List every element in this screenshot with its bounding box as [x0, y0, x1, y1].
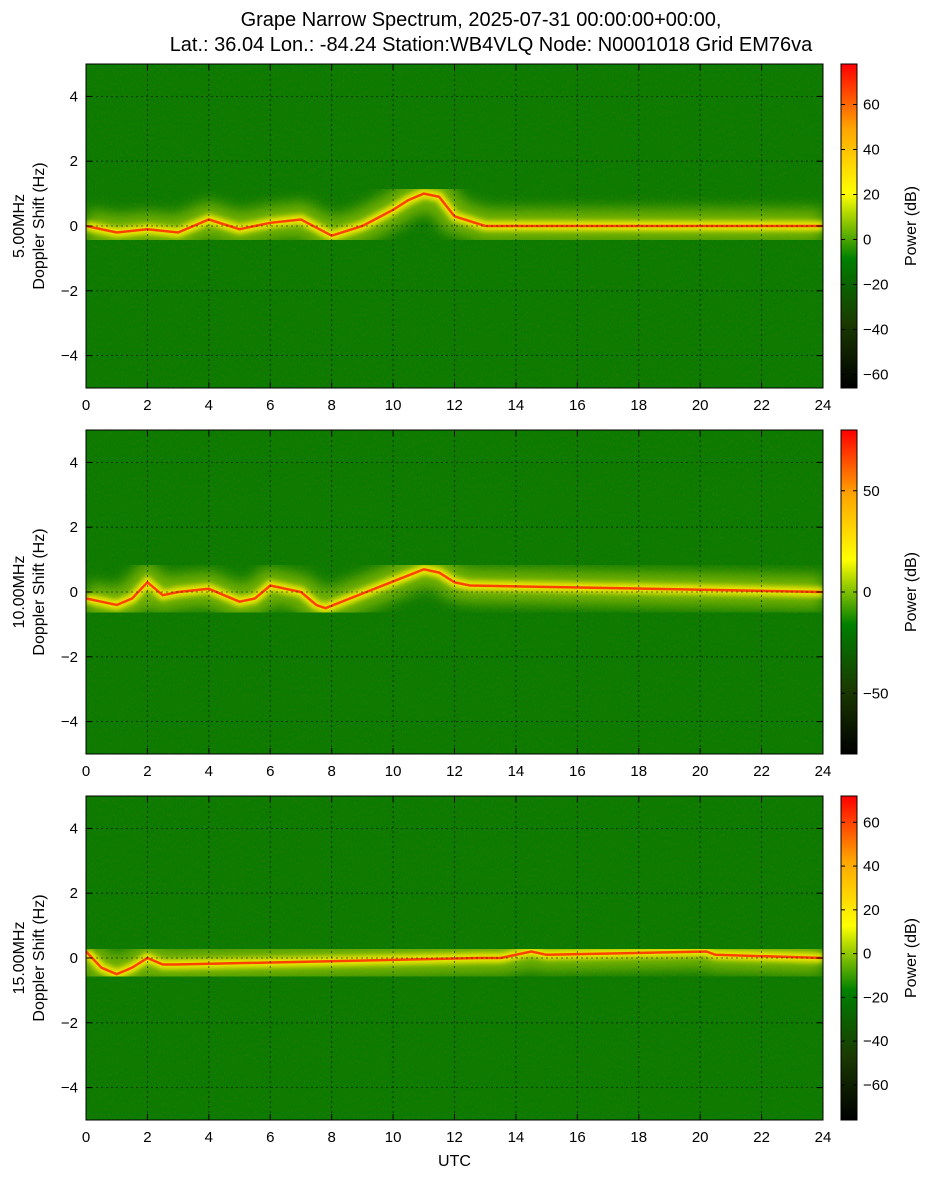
y-tick-label: 2 — [70, 153, 78, 170]
x-tick-label: 0 — [82, 1129, 90, 1146]
x-tick-label: 18 — [630, 763, 647, 780]
chart-title-line2: Lat.: 36.04 Lon.: -84.24 Station:WB4VLQ … — [170, 34, 813, 56]
x-tick-label: 14 — [508, 397, 525, 414]
chart-title-line1: Grape Narrow Spectrum, 2025-07-31 00:00:… — [241, 9, 722, 31]
x-tick-label: 16 — [569, 763, 586, 780]
y-tick-label: 0 — [70, 950, 78, 967]
x-tick-label: 18 — [630, 1129, 647, 1146]
x-tick-label: 6 — [266, 397, 274, 414]
y-axis-label-doppler: Doppler Shift (Hz) — [31, 894, 48, 1021]
x-tick-label: 22 — [753, 397, 770, 414]
x-tick-label: 6 — [266, 1129, 274, 1146]
colorbar — [840, 63, 858, 389]
colorbar-tick-label: 0 — [863, 584, 871, 601]
colorbar-tick-label: 50 — [863, 483, 880, 500]
colorbar-tick-label: −20 — [863, 277, 888, 294]
colorbar-tick-label: −20 — [863, 989, 888, 1006]
y-axis-label-doppler: Doppler Shift (Hz) — [31, 162, 48, 289]
x-tick-label: 6 — [266, 763, 274, 780]
y-tick-label: 0 — [70, 218, 78, 235]
y-tick-label: −4 — [61, 348, 78, 365]
grid-lines — [86, 64, 823, 388]
x-tick-label: 0 — [82, 397, 90, 414]
colorbar-tick-label: 40 — [863, 142, 880, 159]
y-tick-label: 4 — [70, 454, 78, 471]
colorbar-tick-label: −60 — [863, 1077, 888, 1094]
x-tick-label: 24 — [815, 763, 832, 780]
colorbar-tick-label: −40 — [863, 322, 888, 339]
colorbar-label: Power (dB) — [903, 918, 920, 998]
x-tick-label: 16 — [569, 1129, 586, 1146]
x-tick-label: 0 — [82, 763, 90, 780]
x-tick-label: 22 — [753, 1129, 770, 1146]
colorbar-tick-label: 0 — [863, 946, 871, 963]
colorbar-tick-label: −50 — [863, 685, 888, 702]
x-tick-label: 8 — [327, 397, 335, 414]
x-tick-label: 16 — [569, 397, 586, 414]
x-tick-label: 4 — [205, 1129, 213, 1146]
x-tick-label: 2 — [143, 397, 151, 414]
y-tick-label: 0 — [70, 584, 78, 601]
x-tick-label: 12 — [446, 1129, 463, 1146]
signal-trace — [86, 950, 823, 976]
y-tick-label: 4 — [70, 88, 78, 105]
y-tick-label: −2 — [61, 649, 78, 666]
x-tick-label: 24 — [815, 397, 832, 414]
x-tick-label: 10 — [385, 397, 402, 414]
x-tick-label: 8 — [327, 1129, 335, 1146]
colorbar-tick-label: −40 — [863, 1033, 888, 1050]
colorbar-tick-label: −60 — [863, 367, 888, 384]
x-tick-label: 20 — [692, 1129, 709, 1146]
y-axis-label-frequency: 10.00MHz — [11, 556, 28, 629]
colorbar-tick-label: 20 — [863, 187, 880, 204]
colorbar-tick-label: 0 — [863, 232, 871, 249]
x-tick-label: 2 — [143, 763, 151, 780]
y-tick-label: 2 — [70, 885, 78, 902]
colorbar-label: Power (dB) — [903, 186, 920, 266]
x-tick-label: 10 — [385, 1129, 402, 1146]
x-tick-label: 22 — [753, 763, 770, 780]
x-tick-label: 20 — [692, 763, 709, 780]
y-axis-label-frequency: 15.00MHz — [11, 922, 28, 995]
x-tick-label: 10 — [385, 763, 402, 780]
x-tick-label: 24 — [815, 1129, 832, 1146]
x-tick-label: 4 — [205, 763, 213, 780]
colorbar — [840, 795, 858, 1121]
x-tick-label: 12 — [446, 397, 463, 414]
y-tick-label: −4 — [61, 714, 78, 731]
x-tick-label: 2 — [143, 1129, 151, 1146]
colorbar-tick-label: 20 — [863, 902, 880, 919]
colorbar-label: Power (dB) — [903, 552, 920, 632]
x-tick-label: 12 — [446, 763, 463, 780]
x-tick-label: 18 — [630, 397, 647, 414]
colorbar-tick-label: 60 — [863, 814, 880, 831]
y-tick-label: −4 — [61, 1080, 78, 1097]
x-tick-label: 14 — [508, 1129, 525, 1146]
grid-lines — [86, 430, 823, 754]
grid-lines — [86, 796, 823, 1120]
y-tick-label: −2 — [61, 283, 78, 300]
x-tick-label: 14 — [508, 763, 525, 780]
y-tick-label: −2 — [61, 1015, 78, 1032]
y-tick-label: 2 — [70, 519, 78, 536]
x-tick-label: 8 — [327, 763, 335, 780]
x-axis-label: UTC — [438, 1153, 471, 1170]
colorbar-tick-label: 40 — [863, 858, 880, 875]
y-axis-label-frequency: 5.00MHz — [11, 194, 28, 258]
x-tick-label: 20 — [692, 397, 709, 414]
y-tick-label: 4 — [70, 820, 78, 837]
x-tick-label: 4 — [205, 397, 213, 414]
colorbar-tick-label: 60 — [863, 97, 880, 114]
y-axis-label-doppler: Doppler Shift (Hz) — [31, 528, 48, 655]
